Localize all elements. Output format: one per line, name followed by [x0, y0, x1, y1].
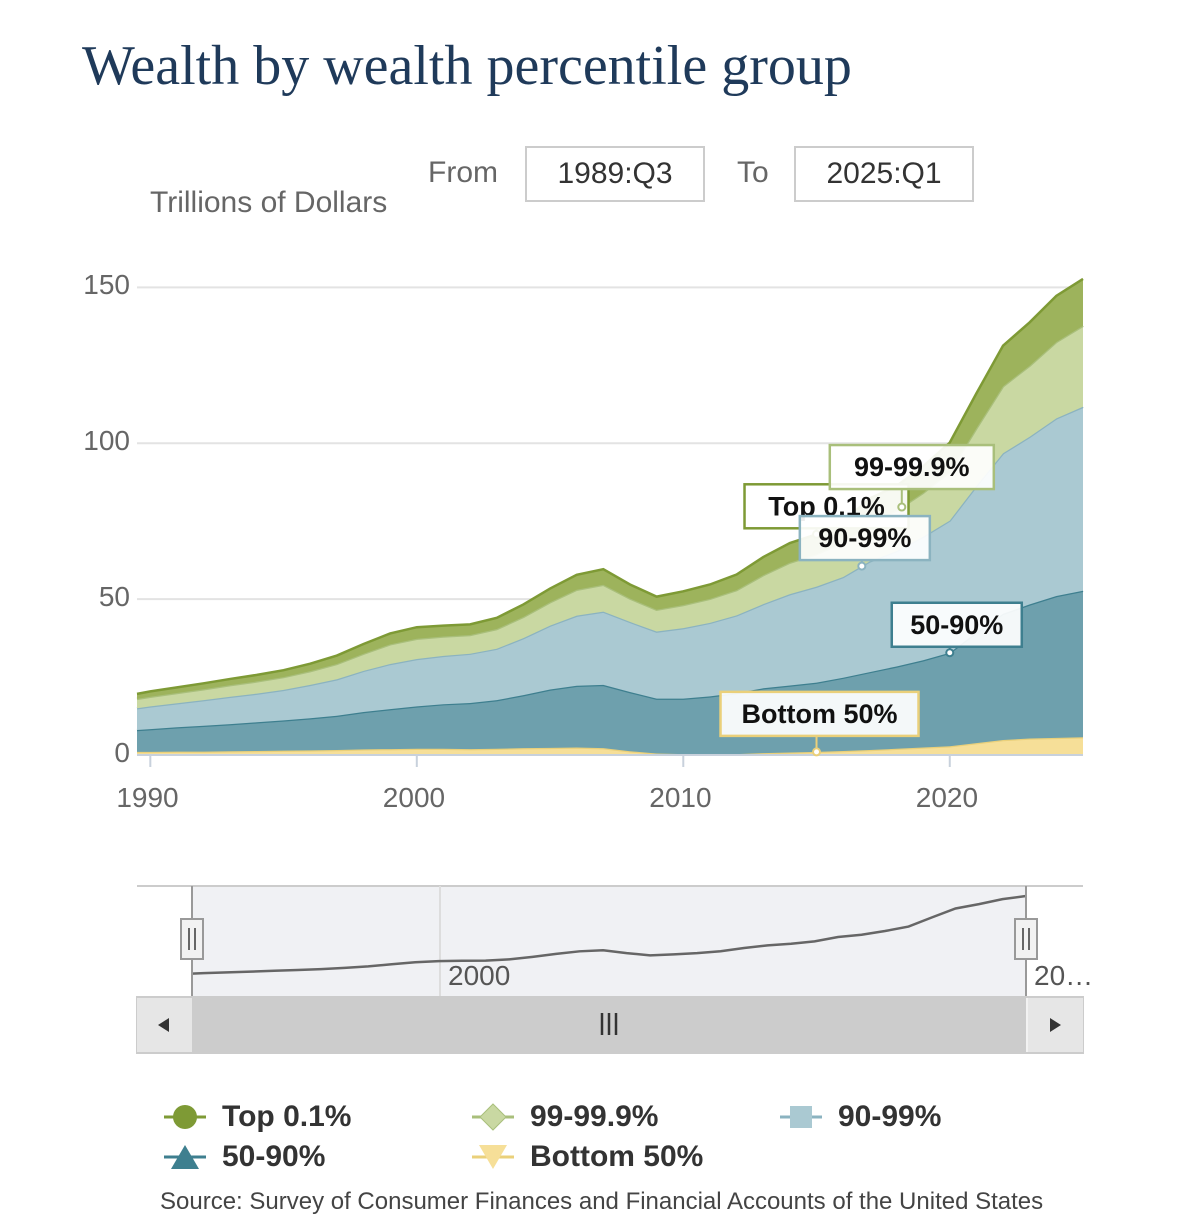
annotation-label: Bottom 50% — [742, 699, 898, 729]
y-axis-title: Trillions of Dollars — [150, 186, 388, 219]
area-p9099[interactable] — [137, 406, 1083, 731]
legend-marker-diamond-icon — [472, 1103, 514, 1131]
source-note: Source: Survey of Consumer Finances and … — [160, 1188, 1044, 1215]
annotation-box — [890, 601, 1024, 649]
y-tick-label: 50 — [98, 581, 130, 613]
page-title: Wealth by wealth percentile group — [82, 35, 852, 97]
legend-marker-circle-icon — [164, 1105, 206, 1129]
range-navigator[interactable]: 2000 20… — [0, 0, 1195, 1070]
navigator-right-handle[interactable] — [1014, 886, 1038, 997]
annotation-point — [945, 648, 955, 658]
x-tick-label: 2000 — [382, 782, 446, 813]
annotation-box — [798, 514, 932, 562]
legend-item-p999[interactable]: 99-99.9% — [470, 1100, 658, 1134]
y-tick-label: 150 — [83, 269, 130, 301]
navigator-tick-label: 2000 — [448, 960, 510, 991]
navigator-series-line — [191, 894, 1027, 975]
legend-item-top01[interactable]: Top 0.1% — [162, 1100, 351, 1134]
annotation-label: 90-99% — [818, 523, 911, 553]
range-to-label: To — [737, 156, 769, 189]
arrow-left-icon — [158, 1018, 169, 1032]
legend-marker-square-icon — [780, 1106, 822, 1128]
arrow-right-icon — [1050, 1018, 1061, 1032]
legend-marker-triangle-down-icon — [472, 1145, 514, 1169]
y-tick-label: 0 — [114, 737, 130, 768]
legend-label: 99-99.9% — [530, 1100, 659, 1133]
annotation-bottom50: Bottom 50% — [719, 690, 920, 757]
annotation-p999: 99-99.9% — [828, 443, 996, 512]
annotation-label: 50-90% — [910, 610, 1003, 640]
x-tick-label: 1990 — [116, 782, 179, 813]
annotation-point — [897, 502, 907, 512]
x-tick-label: 2020 — [915, 782, 979, 813]
navigator-left-handle[interactable] — [180, 886, 204, 997]
range-from-label: From — [428, 156, 498, 189]
annotation-point — [857, 561, 867, 571]
legend-label: Bottom 50% — [530, 1140, 704, 1173]
area-bottom50[interactable] — [137, 737, 1083, 755]
annotation-p9099: 90-99% — [798, 514, 932, 571]
range-to-input[interactable] — [794, 146, 974, 202]
legend-label: 90-99% — [838, 1100, 942, 1133]
x-tick-label: 2010 — [649, 782, 712, 813]
navigator-selection[interactable] — [192, 886, 1026, 997]
annotation-point — [812, 747, 822, 757]
legend-item-p5090[interactable]: 50-90% — [162, 1140, 325, 1174]
annotation-label: 99-99.9% — [854, 452, 970, 482]
legend-item-p9099[interactable]: 90-99% — [778, 1100, 941, 1134]
legend-label: Top 0.1% — [222, 1100, 352, 1133]
annotation-box — [828, 443, 996, 491]
legend-label: 50-90% — [222, 1140, 326, 1173]
legend-item-bottom50[interactable]: Bottom 50% — [470, 1140, 703, 1174]
navigator-tick-label: 20… — [1034, 960, 1093, 991]
chart-legend: Top 0.1% 99-99.9% 90-99% 50-90% Bottom 50% — [0, 1090, 1195, 1180]
annotation-p5090: 50-90% — [890, 601, 1024, 658]
legend-marker-triangle-icon — [164, 1145, 206, 1169]
annotation-box — [719, 690, 920, 738]
y-tick-label: 100 — [83, 425, 130, 457]
range-from-input[interactable] — [525, 146, 705, 202]
stacked-area-chart: Top 0.1%99-99.9%90-99%50-90%Bottom 50% — [136, 277, 1084, 767]
